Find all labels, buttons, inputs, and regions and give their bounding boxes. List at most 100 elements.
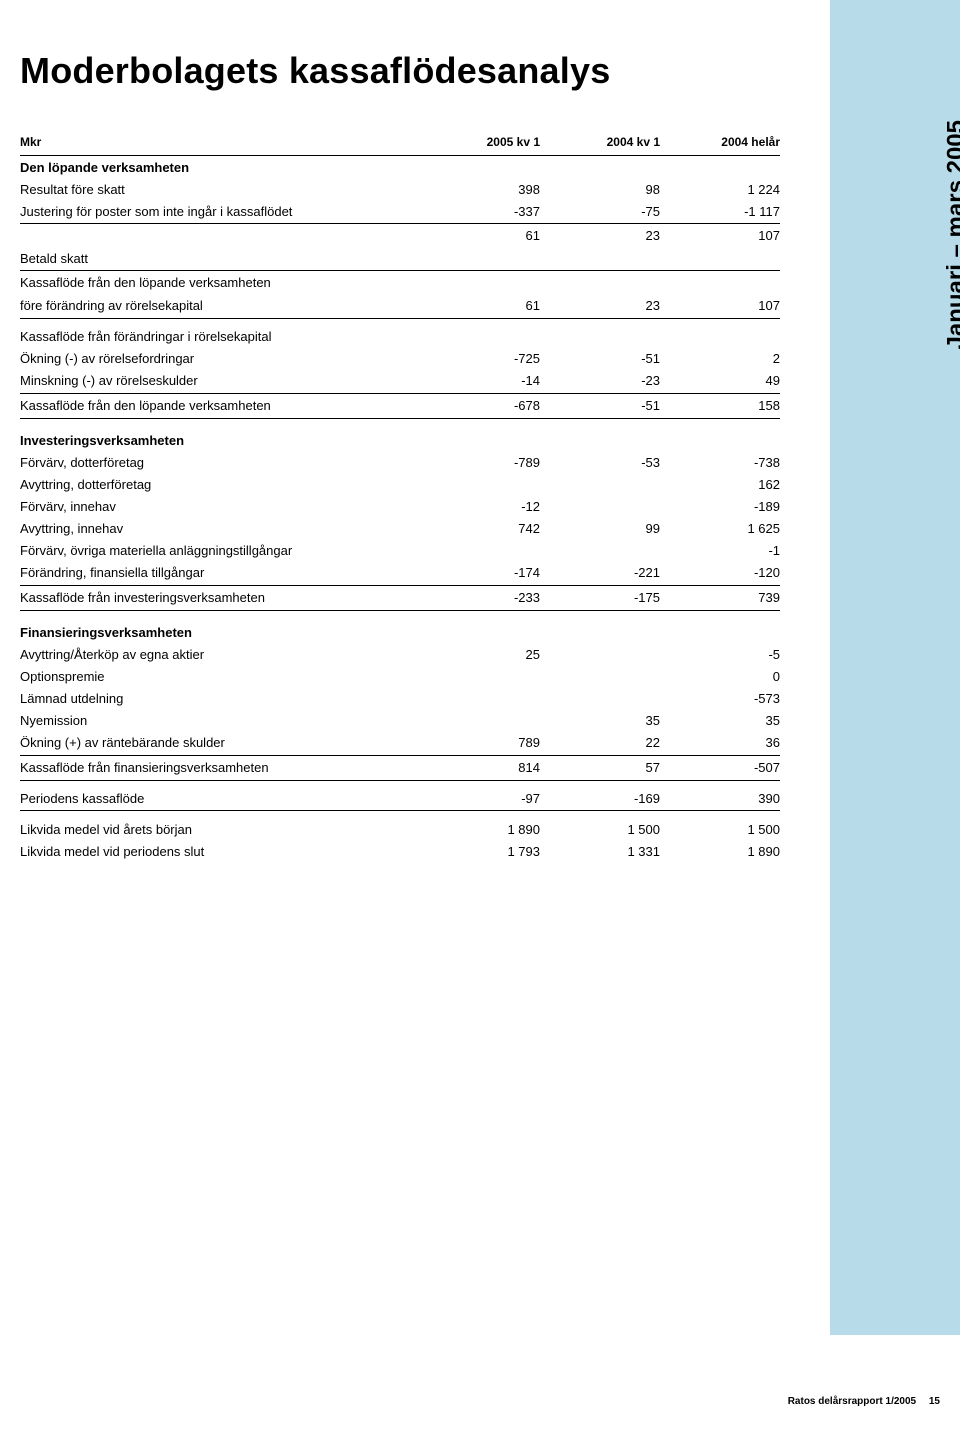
row-label: Likvida medel vid årets början bbox=[20, 819, 420, 841]
table-row: Lämnad utdelning -573 bbox=[20, 688, 780, 710]
cell: 739 bbox=[660, 585, 780, 610]
table-row: Förvärv, innehav -12 -189 bbox=[20, 496, 780, 518]
table-row-subtotal: 61 23 107 bbox=[20, 224, 780, 249]
row-label: Betald skatt bbox=[20, 248, 420, 271]
cell: 1 500 bbox=[540, 819, 660, 841]
row-label: Minskning (-) av rörelseskulder bbox=[20, 370, 420, 393]
cell: 107 bbox=[660, 295, 780, 318]
table-row: Förvärv, övriga materiella anläggningsti… bbox=[20, 540, 780, 562]
row-label: Förändring, finansiella tillgångar bbox=[20, 562, 420, 585]
table-row: Betald skatt bbox=[20, 248, 780, 271]
row-label: Avyttring/Återköp av egna aktier bbox=[20, 644, 420, 666]
row-label: Förvärv, innehav bbox=[20, 496, 420, 518]
table-row-subtotal: Kassaflöde från investeringsverksamheten… bbox=[20, 585, 780, 610]
row-label: före förändring av rörelsekapital bbox=[20, 295, 420, 318]
table-row-subtotal: Kassaflöde från finansieringsverksamhete… bbox=[20, 755, 780, 780]
table-row: Likvida medel vid årets början 1 890 1 5… bbox=[20, 819, 780, 841]
footer-text: Ratos delårsrapport 1/2005 bbox=[788, 1396, 916, 1407]
cell: -221 bbox=[540, 562, 660, 585]
cell: 1 625 bbox=[660, 518, 780, 540]
cell: 1 331 bbox=[540, 841, 660, 863]
table-row: Kassaflöde från den löpande verksamheten bbox=[20, 271, 780, 296]
row-label: Periodens kassaflöde bbox=[20, 788, 420, 811]
cell: 1 224 bbox=[660, 179, 780, 201]
cell: -5 bbox=[660, 644, 780, 666]
cell: -53 bbox=[540, 452, 660, 474]
col-2004fy: 2004 helår bbox=[660, 132, 780, 155]
cell: 789 bbox=[420, 732, 540, 755]
table-row: Förvärv, dotterföretag -789 -53 -738 bbox=[20, 452, 780, 474]
cell: -75 bbox=[540, 201, 660, 224]
cell: 98 bbox=[540, 179, 660, 201]
cell: 742 bbox=[420, 518, 540, 540]
cell: -97 bbox=[420, 788, 540, 811]
row-label: Avyttring, innehav bbox=[20, 518, 420, 540]
cell: 23 bbox=[540, 224, 660, 249]
row-label: Kassaflöde från finansieringsverksamhete… bbox=[20, 755, 420, 780]
cell: 61 bbox=[420, 295, 540, 318]
cell: -120 bbox=[660, 562, 780, 585]
cell: -678 bbox=[420, 393, 540, 418]
cell: 99 bbox=[540, 518, 660, 540]
section-operating: Den löpande verksamheten bbox=[20, 155, 780, 179]
cell: -1 bbox=[660, 540, 780, 562]
table-row: Ökning (-) av rörelsefordringar -725 -51… bbox=[20, 348, 780, 370]
cell: 1 793 bbox=[420, 841, 540, 863]
table-row: Nyemission 35 35 bbox=[20, 710, 780, 732]
cell: -507 bbox=[660, 755, 780, 780]
section-investing: Investeringsverksamheten bbox=[20, 418, 780, 452]
cell: -12 bbox=[420, 496, 540, 518]
sidebar: Januari – mars 2005 bbox=[830, 0, 960, 1335]
cell: -233 bbox=[420, 585, 540, 610]
cell: 61 bbox=[420, 224, 540, 249]
cell: 25 bbox=[420, 644, 540, 666]
cell: 35 bbox=[660, 710, 780, 732]
table-row-subtotal: före förändring av rörelsekapital 61 23 … bbox=[20, 295, 780, 318]
cell: 2 bbox=[660, 348, 780, 370]
row-label: Resultat före skatt bbox=[20, 179, 420, 201]
table-row: Avyttring, dotterföretag 162 bbox=[20, 474, 780, 496]
col-2005q1: 2005 kv 1 bbox=[420, 132, 540, 155]
table-row: Likvida medel vid periodens slut 1 793 1… bbox=[20, 841, 780, 863]
footer-page: 15 bbox=[929, 1396, 940, 1407]
col-unit: Mkr bbox=[20, 132, 420, 155]
page-title: Moderbolagets kassaflödesanalys bbox=[20, 50, 800, 92]
cell: 1 890 bbox=[660, 841, 780, 863]
table-row: Kassaflöde från förändringar i rörelseka… bbox=[20, 326, 780, 348]
cell: -725 bbox=[420, 348, 540, 370]
row-label: Kassaflöde från förändringar i rörelseka… bbox=[20, 326, 420, 348]
cell: 398 bbox=[420, 179, 540, 201]
table-header-row: Mkr 2005 kv 1 2004 kv 1 2004 helår bbox=[20, 132, 780, 155]
table-row: Avyttring, innehav 742 99 1 625 bbox=[20, 518, 780, 540]
row-label: Nyemission bbox=[20, 710, 420, 732]
cell: -51 bbox=[540, 393, 660, 418]
table-row: Förändring, finansiella tillgångar -174 … bbox=[20, 562, 780, 585]
cell: -169 bbox=[540, 788, 660, 811]
cell: -573 bbox=[660, 688, 780, 710]
section-operating-title: Den löpande verksamheten bbox=[20, 155, 420, 179]
cashflow-table: Mkr 2005 kv 1 2004 kv 1 2004 helår Den l… bbox=[20, 132, 780, 863]
row-label: Förvärv, övriga materiella anläggningsti… bbox=[20, 540, 420, 562]
cell: 0 bbox=[660, 666, 780, 688]
section-investing-title: Investeringsverksamheten bbox=[20, 418, 420, 452]
cell: 49 bbox=[660, 370, 780, 393]
cell: 57 bbox=[540, 755, 660, 780]
row-label: Lämnad utdelning bbox=[20, 688, 420, 710]
cell: -789 bbox=[420, 452, 540, 474]
cell: -23 bbox=[540, 370, 660, 393]
cell: 390 bbox=[660, 788, 780, 811]
table-row: Avyttring/Återköp av egna aktier 25 -5 bbox=[20, 644, 780, 666]
cell: 36 bbox=[660, 732, 780, 755]
table-row-period-cashflow: Periodens kassaflöde -97 -169 390 bbox=[20, 788, 780, 811]
section-financing-title: Finansieringsverksamheten bbox=[20, 610, 420, 644]
row-label: Ökning (-) av rörelsefordringar bbox=[20, 348, 420, 370]
table-row: Optionspremie 0 bbox=[20, 666, 780, 688]
cell: -738 bbox=[660, 452, 780, 474]
side-period-label: Januari – mars 2005 bbox=[942, 120, 960, 350]
cell: 23 bbox=[540, 295, 660, 318]
cell: -51 bbox=[540, 348, 660, 370]
cell: -175 bbox=[540, 585, 660, 610]
cell: 814 bbox=[420, 755, 540, 780]
cell: 1 890 bbox=[420, 819, 540, 841]
cell: 162 bbox=[660, 474, 780, 496]
